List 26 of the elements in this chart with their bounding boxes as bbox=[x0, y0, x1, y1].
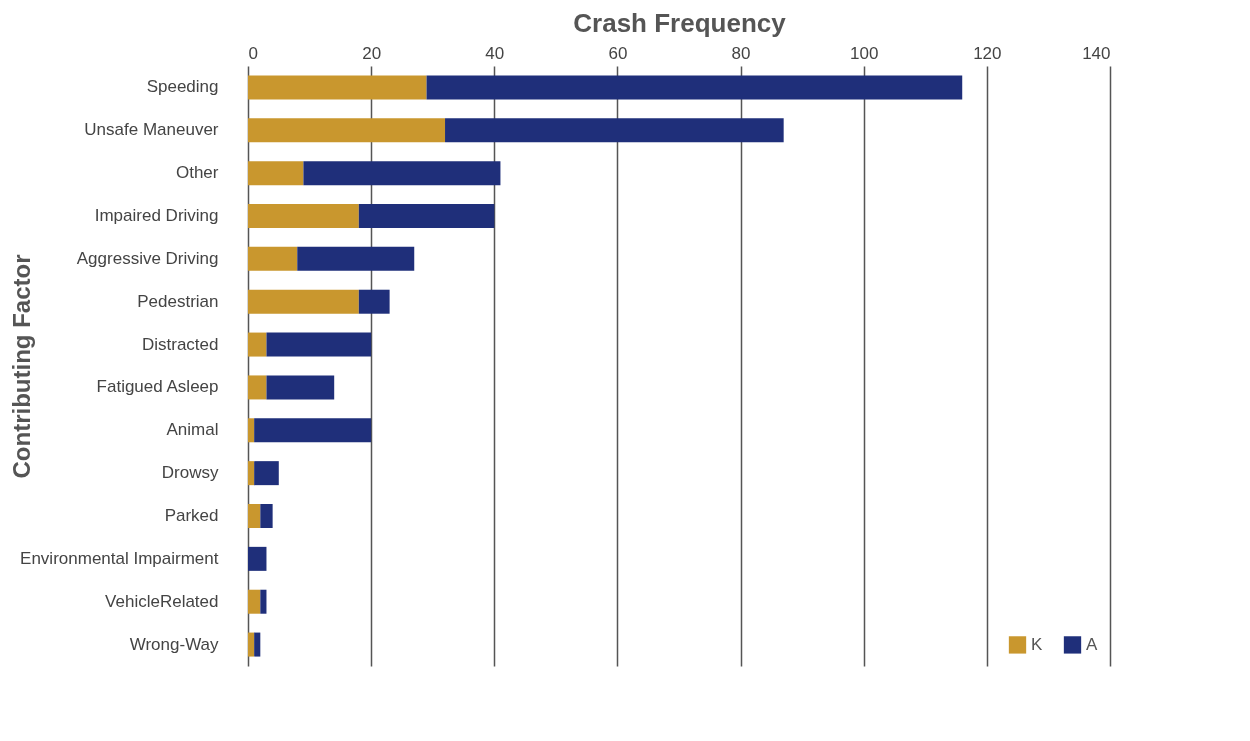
y-tick-label: Distracted bbox=[141, 334, 219, 354]
x-tick-label: 60 bbox=[608, 43, 628, 63]
x-tick-label: 20 bbox=[362, 43, 382, 63]
x-tick-label: 40 bbox=[485, 43, 505, 63]
y-tick-label: Animal bbox=[166, 420, 219, 440]
x-tick-label: 0 bbox=[248, 43, 258, 63]
legend-label: A bbox=[1086, 634, 1098, 654]
y-tick-label: Other bbox=[175, 163, 219, 183]
y-tick-label: Impaired Driving bbox=[94, 206, 219, 225]
y-tick-label: Unsafe Maneuver bbox=[84, 120, 219, 140]
x-axis-title: Crash Frequency bbox=[573, 7, 787, 38]
y-tick-label: Drowsy bbox=[161, 463, 219, 483]
y-tick-label: Parked bbox=[164, 506, 219, 525]
x-tick-label: 140 bbox=[1082, 43, 1111, 63]
x-tick-label: 80 bbox=[731, 43, 751, 63]
y-tick-label: VehicleRelated bbox=[105, 591, 219, 611]
legend-label: K bbox=[1031, 634, 1043, 654]
x-tick-label: 100 bbox=[850, 43, 879, 63]
y-tick-label: Pedestrian bbox=[137, 291, 219, 311]
y-tick-label: Environmental Impairment bbox=[20, 548, 219, 568]
y-tick-label: Aggressive Driving bbox=[76, 248, 219, 268]
x-tick-label: 120 bbox=[973, 43, 1002, 63]
y-tick-label: Wrong-Way bbox=[129, 634, 219, 654]
y-axis-title: Contributing Factor bbox=[7, 254, 35, 479]
y-tick-label: Fatigued Asleep bbox=[96, 377, 219, 397]
y-tick-label: Speeding bbox=[146, 77, 219, 97]
